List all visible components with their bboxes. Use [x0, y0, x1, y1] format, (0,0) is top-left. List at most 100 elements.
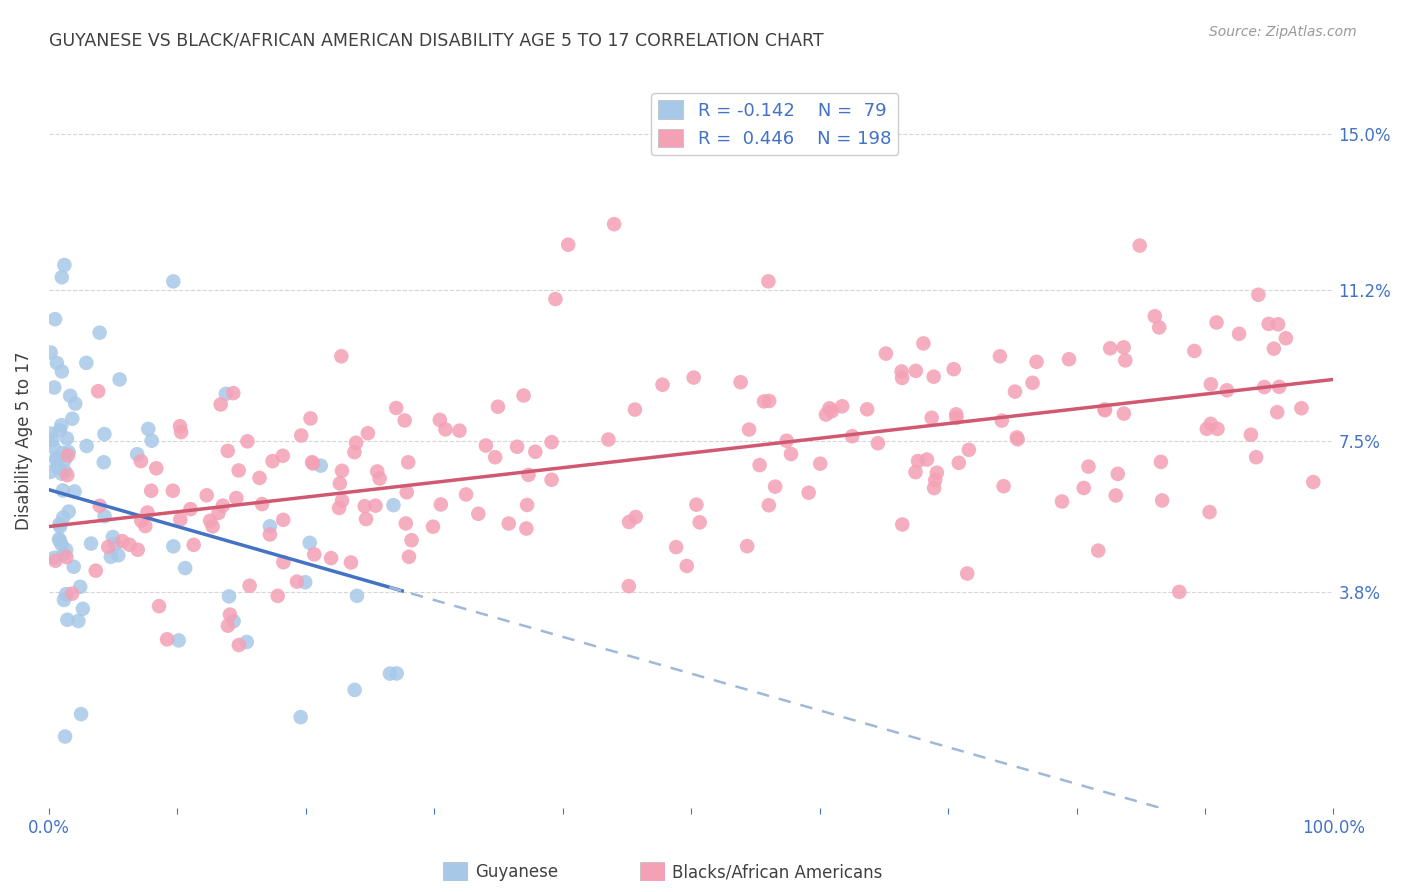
Point — [49, 519, 72, 533]
Point — [540, 435, 562, 450]
Point — [1112, 340, 1135, 354]
Point — [1168, 585, 1191, 599]
Point — [904, 465, 927, 479]
Point — [118, 538, 141, 552]
Point — [162, 539, 184, 553]
Point — [1265, 405, 1288, 419]
Point — [93, 427, 115, 442]
Point — [1143, 310, 1166, 324]
Point — [354, 512, 377, 526]
Point — [814, 408, 837, 422]
Point — [818, 401, 841, 416]
Point — [58, 504, 80, 518]
Point — [856, 402, 879, 417]
Point — [922, 369, 945, 384]
Point — [385, 666, 408, 681]
Point — [48, 532, 70, 546]
Point — [52, 446, 75, 460]
Point — [780, 447, 803, 461]
Point — [752, 394, 775, 409]
Point — [1094, 402, 1116, 417]
Point — [217, 618, 239, 632]
Point — [44, 554, 66, 568]
Point — [108, 372, 131, 386]
Point — [298, 536, 321, 550]
Point — [174, 561, 197, 575]
Point — [1275, 331, 1298, 345]
Point — [343, 445, 366, 459]
Point — [430, 498, 453, 512]
Point — [385, 401, 408, 415]
Point — [449, 424, 471, 438]
Point — [56, 432, 79, 446]
Point — [302, 457, 325, 471]
Point — [343, 682, 366, 697]
Point — [808, 457, 831, 471]
Point — [195, 488, 218, 502]
Point — [956, 566, 979, 581]
Point — [1247, 287, 1270, 301]
Point — [97, 540, 120, 554]
Point — [259, 519, 281, 533]
Point — [162, 483, 184, 498]
Point — [1263, 342, 1285, 356]
Point — [84, 564, 107, 578]
Point — [890, 364, 912, 378]
Point — [107, 549, 129, 563]
Point — [891, 371, 914, 385]
Point — [55, 587, 77, 601]
Point — [167, 633, 190, 648]
Point — [398, 549, 420, 564]
Point — [988, 349, 1011, 363]
Point — [340, 556, 363, 570]
Point — [52, 483, 75, 498]
Point — [330, 349, 353, 363]
Point — [422, 519, 444, 533]
Text: Guyanese: Guyanese — [475, 863, 558, 881]
Point — [689, 516, 711, 530]
Point — [758, 498, 780, 512]
Point — [738, 423, 761, 437]
Point — [346, 589, 368, 603]
Point — [262, 454, 284, 468]
Point — [506, 440, 529, 454]
Point — [59, 389, 82, 403]
Point — [758, 394, 780, 409]
Point — [763, 480, 786, 494]
Point — [544, 292, 567, 306]
Point — [41, 433, 63, 447]
Point — [290, 428, 312, 442]
Point — [1025, 355, 1047, 369]
Point — [484, 450, 506, 465]
Point — [1099, 341, 1122, 355]
Legend: R = -0.142    N =  79, R =  0.446    N = 198: R = -0.142 N = 79, R = 0.446 N = 198 — [651, 93, 898, 155]
Point — [364, 499, 387, 513]
Point — [1182, 343, 1205, 358]
Point — [67, 614, 90, 628]
Point — [249, 471, 271, 485]
Text: Blacks/African Americans: Blacks/African Americans — [672, 863, 883, 881]
Point — [100, 549, 122, 564]
Point — [1094, 403, 1116, 417]
Point — [63, 484, 86, 499]
Point — [921, 410, 943, 425]
Point — [250, 497, 273, 511]
Point — [1198, 505, 1220, 519]
Point — [304, 548, 326, 562]
Point — [665, 540, 688, 554]
Point — [1007, 432, 1029, 446]
Point — [75, 356, 97, 370]
Point — [557, 237, 579, 252]
Point — [758, 274, 780, 288]
Point — [201, 519, 224, 533]
Point — [259, 527, 281, 541]
Point — [51, 467, 73, 481]
Point — [1227, 326, 1250, 341]
Point — [1240, 427, 1263, 442]
Point — [156, 632, 179, 647]
Point — [454, 487, 477, 501]
Point — [945, 410, 967, 425]
Point — [87, 384, 110, 399]
Point — [55, 542, 77, 557]
Point — [51, 270, 73, 285]
